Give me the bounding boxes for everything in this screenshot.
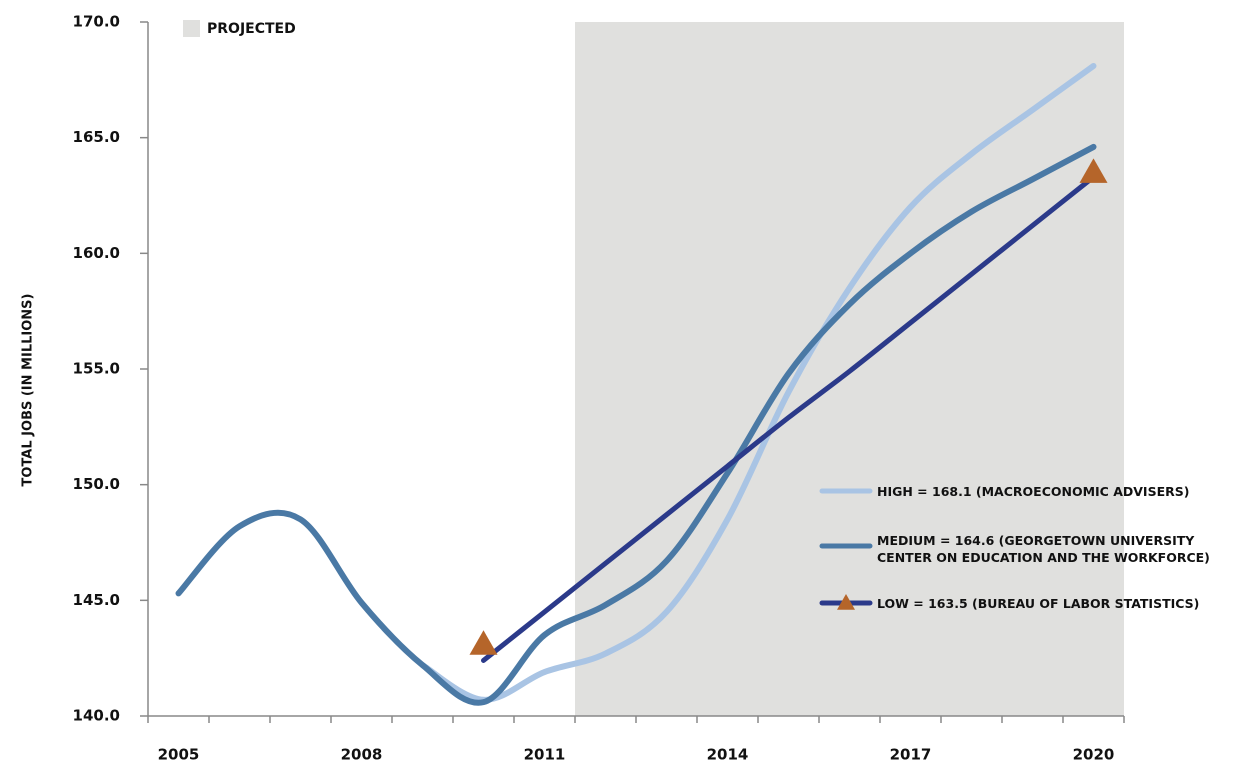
x-tick-label: 2008: [341, 746, 383, 764]
legend-marker: [837, 594, 855, 610]
y-tick-label: 165.0: [73, 128, 120, 146]
y-tick-label: 145.0: [73, 591, 120, 609]
projected-label: PROJECTED: [207, 21, 296, 37]
x-tick-label: 2014: [707, 746, 749, 764]
y-tick-label: 170.0: [73, 13, 120, 31]
x-tick-label: 2020: [1073, 746, 1115, 764]
legend-label: MEDIUM = 164.6 (GEORGETOWN UNIVERSITY CE…: [877, 533, 1210, 565]
x-tick-label: 2017: [890, 746, 932, 764]
marker: [1079, 158, 1108, 183]
marker: [469, 630, 498, 655]
projected-swatch: [183, 20, 200, 37]
y-tick-label: 155.0: [73, 360, 120, 378]
series-line: [481, 174, 1096, 663]
y-tick-label: 160.0: [73, 244, 120, 262]
series-line: [419, 62, 1097, 703]
legend-label: LOW = 163.5 (BUREAU OF LABOR STATISTICS): [877, 596, 1200, 611]
series-line: [175, 143, 1097, 706]
y-axis-label: TOTAL JOBS (IN MILLIONS): [21, 294, 36, 487]
y-tick-label: 140.0: [73, 707, 120, 725]
legend-label: HIGH = 168.1 (MACROECONOMIC ADVISERS): [877, 484, 1190, 499]
x-tick-label: 2011: [524, 746, 566, 764]
y-tick-label: 150.0: [73, 475, 120, 493]
x-tick-label: 2005: [158, 746, 200, 764]
